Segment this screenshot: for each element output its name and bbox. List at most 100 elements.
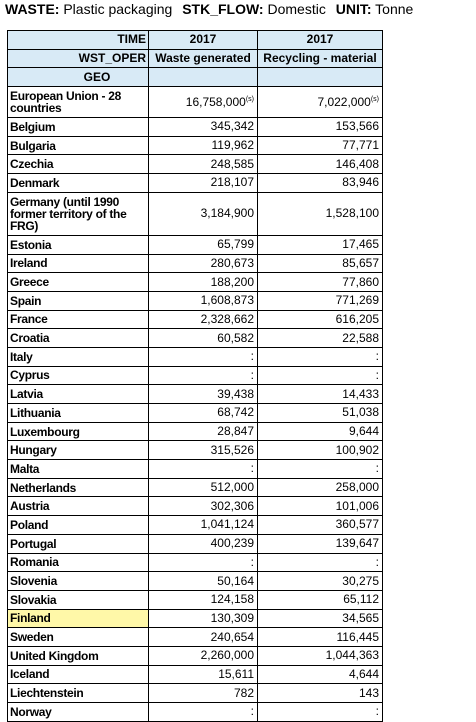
- recycling-material-cell: 1,528,100: [257, 191, 383, 236]
- recycling-material-cell: 146,408: [257, 154, 383, 175]
- geo-cell: Italy: [7, 346, 149, 367]
- cell-value: 60,582: [217, 330, 254, 345]
- table-row: Latvia 39,438 14,433: [7, 384, 383, 404]
- geo-cell: Sweden: [7, 627, 149, 647]
- cell-value: 512,000: [210, 480, 254, 495]
- cell-value: 50,164: [217, 573, 254, 588]
- cell-value: 34,565: [342, 610, 379, 625]
- cell-value: 30,275: [342, 573, 379, 588]
- cell-value: 83,946: [342, 175, 379, 190]
- cell-value: 400,239: [210, 536, 254, 551]
- cell-value: 258,000: [335, 480, 379, 495]
- geo-cell: Greece: [7, 272, 149, 292]
- table-row: Lithuania 68,742 51,038: [7, 403, 383, 423]
- geo-cell: Belgium: [7, 117, 149, 137]
- geo-cell: Iceland: [7, 664, 149, 685]
- table-row: Ireland 280,673 85,657: [7, 253, 383, 274]
- cell-value: :: [375, 461, 379, 476]
- cell-value: :: [375, 367, 379, 382]
- recycling-material-cell: 7,022,000(s): [257, 86, 383, 119]
- waste-generated-cell: :: [148, 365, 258, 386]
- geo-cell: Romania: [7, 552, 149, 573]
- table-row: Italy::: [7, 346, 383, 367]
- cell-value: 101,006: [335, 498, 379, 513]
- table-row: Liechtenstein 782 143: [7, 683, 383, 703]
- geo-cell: Lithuania: [7, 403, 149, 423]
- cell-value: 77,771: [342, 138, 379, 153]
- table-row: Bulgaria 119,962 77,771: [7, 135, 383, 156]
- cell-value: 139,647: [335, 536, 379, 551]
- cell-value: 85,657: [342, 255, 379, 270]
- waste-value: Plastic packaging: [63, 1, 173, 17]
- table-row: Denmark 218,107 83,946: [7, 173, 383, 193]
- geo-cell: Portugal: [7, 533, 149, 554]
- cell-value: 280,673: [210, 255, 254, 270]
- table-row: Poland 1,041,124 360,577: [7, 515, 383, 535]
- table-row: Finland 130,309 34,565: [7, 608, 383, 629]
- geo-cell: Croatia: [7, 328, 149, 348]
- recycling-material-cell: :: [257, 552, 383, 573]
- table-row: Estonia 65,799 17,465: [7, 234, 383, 255]
- recycling-material-cell: 65,112: [257, 589, 383, 610]
- waste-generated-cell: 315,526: [148, 440, 258, 461]
- table-row: Cyprus::: [7, 365, 383, 386]
- cell-value: 15,611: [218, 666, 254, 681]
- cell-value: 240,654: [210, 629, 254, 644]
- table-row: Slovenia 50,164 30,275: [7, 571, 383, 591]
- waste-generated-cell: 119,962: [148, 135, 258, 156]
- wst-oper-label: WST_OPER: [7, 48, 149, 69]
- header-row-time: TIME 2017 2017: [7, 30, 383, 50]
- cell-value: :: [375, 704, 379, 719]
- flag-note: (s): [245, 95, 254, 103]
- cell-value: 28,847: [217, 424, 254, 439]
- table-row: Malta::: [7, 459, 383, 479]
- waste-generated-cell: 1,608,873: [148, 290, 258, 311]
- geo-cell: Ireland: [7, 253, 149, 274]
- table-row: United Kingdom 2,260,000 1,044,363: [7, 645, 383, 666]
- geo-cell: Cyprus: [7, 365, 149, 386]
- waste-generated-cell: 50,164: [148, 571, 258, 591]
- waste-generated-cell: 248,585: [148, 154, 258, 175]
- cell-value: 782: [233, 685, 254, 700]
- cell-value: 124,158: [210, 592, 254, 607]
- cell-value: 153,566: [335, 119, 379, 134]
- cell-value: 7,022,000: [317, 94, 371, 109]
- recycling-material-cell: :: [257, 346, 383, 367]
- geo-cell: Norway: [7, 702, 149, 722]
- cell-value: 360,577: [335, 517, 379, 532]
- cell-value: 1,608,873: [200, 293, 254, 308]
- column-header-recycling-material: Recycling - material: [257, 48, 383, 69]
- geo-cell: Slovenia: [7, 571, 149, 591]
- column-year-recycling: 2017: [257, 30, 383, 50]
- cell-value: 1,041,124: [200, 517, 254, 532]
- waste-generated-cell: 15,611: [148, 664, 258, 685]
- waste-generated-cell: 218,107: [148, 173, 258, 193]
- table-row: France 2,328,662 616,205: [7, 309, 383, 330]
- cell-value: :: [250, 554, 254, 569]
- cell-value: 51,038: [342, 405, 379, 420]
- unit-label: UNIT:: [335, 1, 372, 17]
- recycling-material-cell: 51,038: [257, 403, 383, 423]
- recycling-material-cell: 22,588: [257, 328, 383, 348]
- waste-generated-cell: 16,758,000(s): [148, 86, 258, 119]
- header-row-wst-oper: WST_OPER Waste generated Recycling - mat…: [7, 48, 383, 69]
- recycling-material-cell: 9,644: [257, 421, 383, 442]
- cell-value: 116,445: [336, 629, 380, 644]
- table-row: Spain 1,608,873 771,269: [7, 290, 383, 311]
- recycling-material-cell: :: [257, 459, 383, 479]
- recycling-material-cell: 616,205: [257, 309, 383, 330]
- geo-cell: Czechia: [7, 154, 149, 175]
- cell-value: 17,465: [342, 237, 379, 252]
- geo-cell: Luxembourg: [7, 421, 149, 442]
- table-row: Slovakia 124,158 65,112: [7, 589, 383, 610]
- cell-value: 39,438: [217, 386, 254, 401]
- recycling-material-cell: 100,902: [257, 440, 383, 461]
- flag-note: (s): [370, 95, 379, 103]
- geo-cell: Slovakia: [7, 589, 149, 610]
- cell-value: 315,526: [210, 442, 254, 457]
- waste-generated-cell: 400,239: [148, 533, 258, 554]
- geo-cell: Finland: [7, 608, 149, 629]
- waste-generated-cell: 60,582: [148, 328, 258, 348]
- waste-generated-cell: :: [148, 346, 258, 367]
- waste-generated-cell: 280,673: [148, 253, 258, 274]
